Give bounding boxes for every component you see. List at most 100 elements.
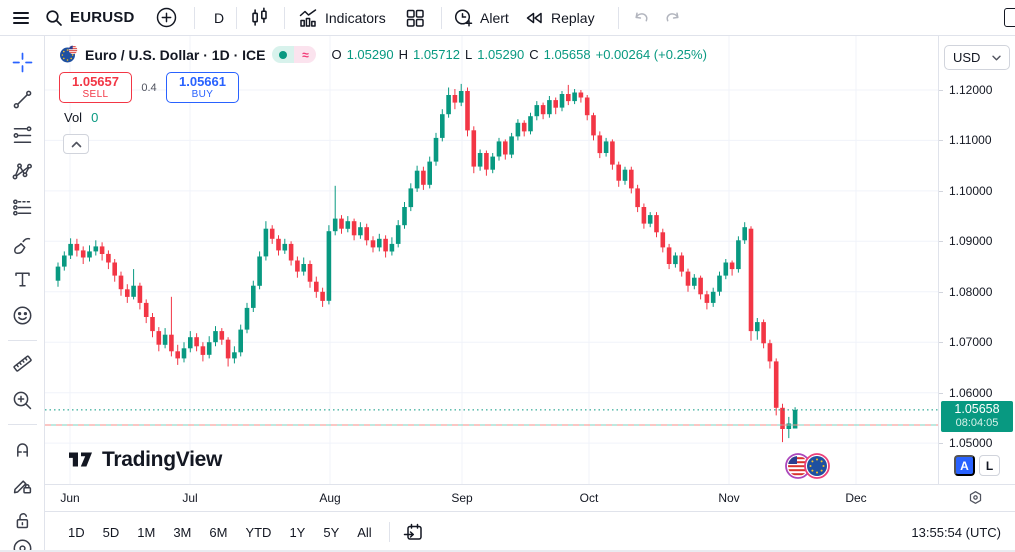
magnet-icon (17, 443, 28, 457)
toolbar-separator (284, 7, 285, 29)
fib-retracement-tool[interactable] (11, 124, 34, 147)
currency-dropdown[interactable]: USD (944, 45, 1010, 70)
magnet-tool[interactable] (11, 437, 34, 460)
price-tick-label: 1.08000 (949, 285, 993, 299)
compare-add-button[interactable] (155, 0, 178, 35)
toolbar-separator (236, 7, 237, 29)
last-price-tag: 1.05658 08:04:05 (941, 401, 1013, 432)
cross-tool[interactable] (11, 51, 34, 74)
ohlc-values: O 1.05290 H 1.05712 L 1.05290 C 1.05658 +0.0… (331, 47, 706, 62)
window-edge (0, 550, 1015, 552)
price-tick-label: 1.05000 (949, 436, 993, 450)
log-scale-button[interactable]: L (979, 455, 1000, 476)
market-status-pill[interactable]: ≈ (272, 46, 317, 63)
price-tick-mark (939, 443, 943, 444)
stay-in-drawing-mode-tool[interactable] (11, 474, 34, 497)
range-button-ytd[interactable]: YTD (236, 521, 280, 544)
replay-button[interactable]: Replay (523, 0, 595, 35)
indicators-button[interactable]: Indicators (297, 0, 386, 35)
toolbar-divider (8, 340, 37, 341)
range-button-1y[interactable]: 1Y (280, 521, 314, 544)
price-tick-mark (939, 90, 943, 91)
price-tick-mark (939, 393, 943, 394)
bottom-toolbar: 1D 5D 1M 3M 6M YTD 1Y 5Y All 13:55:54 (UTC) (45, 511, 1015, 552)
collapse-legend-button[interactable] (63, 134, 89, 154)
emoji-tool[interactable] (11, 304, 34, 327)
panel-toggle-icon[interactable] (1004, 8, 1015, 27)
chart-style-button[interactable] (248, 0, 271, 35)
symbol-title[interactable]: Euro / U.S. Dollar · 1D · ICE (85, 46, 266, 63)
zoom-in-tool[interactable] (11, 389, 34, 412)
pattern-tool[interactable] (11, 160, 34, 183)
range-button-5y[interactable]: 5Y (314, 521, 348, 544)
session-clock[interactable]: 13:55:54 (UTC) (911, 524, 1001, 540)
trend-line-tool[interactable] (11, 88, 34, 111)
date-range-buttons: 1D 5D 1M 3M 6M YTD 1Y 5Y All (59, 521, 381, 544)
lock-all-drawings-tool[interactable] (11, 509, 34, 532)
fib-retracement-icon (13, 126, 32, 143)
eu-flag-icon (804, 453, 830, 479)
scale-settings-gear-icon[interactable] (967, 489, 984, 506)
candlestick-chart[interactable] (45, 36, 938, 484)
tradingview-logo-icon (69, 452, 92, 467)
auto-scale-button[interactable]: A (954, 455, 975, 476)
trend-line-icon (13, 90, 32, 109)
price-tick-mark (939, 140, 943, 141)
time-tick-label: Oct (579, 491, 599, 505)
range-button-3m[interactable]: 3M (164, 521, 200, 544)
xabcd-pattern-icon (12, 163, 32, 180)
range-button-6m[interactable]: 6M (200, 521, 236, 544)
open-value: 1.05290 (346, 47, 394, 62)
brush-tool[interactable] (11, 232, 34, 255)
range-button-all[interactable]: All (348, 521, 380, 544)
time-tick-label: Jun (60, 491, 80, 505)
interval-button[interactable]: D (206, 0, 232, 35)
redo-icon (666, 11, 679, 21)
range-button-5d[interactable]: 5D (94, 521, 129, 544)
time-scale[interactable]: Jun Jul Aug Sep Oct Nov Dec (45, 484, 1015, 511)
price-tick-mark (939, 241, 943, 242)
buy-label: BUY (191, 89, 214, 101)
forecast-tool[interactable] (11, 196, 34, 219)
close-label: C (529, 47, 539, 62)
brush-icon (14, 237, 31, 255)
symbol-search-button[interactable]: EURUSD (44, 0, 135, 35)
text-tool[interactable] (11, 268, 34, 291)
drawing-toolbar (0, 36, 45, 552)
indicators-label: Indicators (325, 9, 386, 26)
open-label: O (331, 47, 342, 62)
go-to-date-button[interactable] (402, 521, 424, 543)
main-menu-button[interactable] (10, 0, 32, 35)
chevron-up-icon (71, 141, 81, 147)
price-tick-label: 1.07000 (949, 335, 993, 349)
undo-icon (635, 11, 648, 21)
bar-countdown: 08:04:05 (955, 417, 999, 429)
time-tick-label: Sep (451, 491, 473, 505)
price-tick-mark (939, 342, 943, 343)
layout-templates-button[interactable] (404, 0, 426, 35)
price-scale[interactable]: USD 1.12000 1.11000 1.10000 1.09000 1.08000 1… (938, 36, 1015, 484)
redo-button[interactable] (662, 0, 684, 35)
toolbar-separator (194, 7, 195, 29)
grid-layout-icon (406, 9, 424, 27)
delayed-data-icon: ≈ (294, 46, 317, 63)
spread-value: 0.4 (141, 81, 157, 94)
range-button-1d[interactable]: 1D (59, 521, 94, 544)
chart-pane[interactable]: Euro / U.S. Dollar · 1D · ICE ≈ O 1.05290… (45, 36, 938, 484)
economic-events-marker[interactable] (785, 453, 830, 479)
buy-button[interactable]: 1.05661 BUY (166, 72, 239, 103)
undo-button[interactable] (630, 0, 652, 35)
time-tick-label: Jul (182, 491, 198, 505)
price-tick-label: 1.09000 (949, 234, 993, 248)
alert-button[interactable]: Alert (452, 0, 509, 35)
tradingview-watermark[interactable]: TradingView (67, 447, 222, 472)
range-button-1m[interactable]: 1M (128, 521, 164, 544)
hamburger-icon (13, 11, 29, 24)
low-label: L (464, 47, 473, 62)
sell-button[interactable]: 1.05657 SELL (59, 72, 132, 103)
price-tick-label: 1.10000 (949, 184, 993, 198)
indicators-icon (299, 8, 317, 27)
us-flag-icon (785, 453, 811, 479)
measure-tool[interactable] (11, 352, 34, 375)
